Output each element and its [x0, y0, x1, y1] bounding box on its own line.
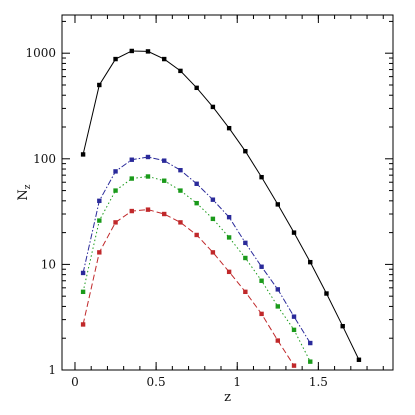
- data-point: [324, 291, 329, 296]
- data-point: [113, 169, 118, 174]
- data-point: [291, 363, 297, 368]
- data-point: [178, 188, 183, 193]
- data-point: [80, 289, 86, 295]
- data-point: [356, 357, 362, 362]
- data-point: [291, 230, 297, 235]
- x-tick-label: 1.5: [309, 375, 328, 389]
- data-point: [243, 240, 248, 246]
- data-point: [194, 200, 199, 206]
- data-point: [194, 232, 199, 238]
- x-tick-label: 0.5: [147, 375, 166, 389]
- data-point: [145, 154, 151, 160]
- data-point: [162, 178, 167, 183]
- series-line: [82, 50, 360, 360]
- data-point: [210, 250, 216, 255]
- series-line: [82, 209, 295, 366]
- data-point: [275, 304, 280, 309]
- data-point: [275, 287, 280, 292]
- data-point: [308, 340, 313, 346]
- axis-ticks: 0 0.5 1 1.5 1 10 100 1000: [25, 15, 393, 389]
- y-axis-title-subscript: z: [23, 184, 33, 189]
- y-tick-label: 10: [41, 257, 56, 271]
- y-tick-label: 1: [48, 363, 56, 377]
- data-point: [259, 174, 264, 180]
- data-point: [97, 250, 102, 255]
- data-point: [97, 198, 102, 204]
- data-point: [226, 214, 232, 220]
- data-point: [243, 289, 248, 295]
- data-point: [194, 181, 199, 186]
- y-tick-label: 100: [33, 152, 56, 166]
- data-point: [178, 220, 183, 225]
- data-point: [259, 264, 264, 269]
- data-point: [97, 218, 102, 223]
- data-point: [80, 322, 86, 327]
- data-point: [145, 174, 151, 179]
- data-point: [178, 68, 183, 74]
- y-axis-title: Nz: [16, 184, 33, 200]
- data-point: [162, 158, 167, 163]
- data-point: [308, 259, 313, 265]
- data-point: [275, 202, 280, 207]
- data-point: [226, 235, 232, 240]
- data-point: [308, 359, 313, 364]
- data-point: [210, 197, 216, 202]
- data-point: [226, 269, 232, 275]
- data-point: [162, 56, 167, 62]
- data-point: [80, 270, 86, 276]
- data-point: [291, 314, 297, 319]
- data-point: [113, 220, 118, 225]
- y-axis-title-main: N: [16, 189, 31, 200]
- data-point: [97, 82, 102, 88]
- data-point: [129, 208, 134, 214]
- data-point: [129, 157, 134, 162]
- data-point: [80, 152, 86, 157]
- data-point: [210, 104, 216, 110]
- data-point: [113, 56, 118, 62]
- series-group: [80, 48, 362, 368]
- data-point: [113, 188, 118, 193]
- y-tick-label: 1000: [25, 46, 56, 60]
- data-point: [259, 311, 264, 317]
- data-point: [178, 167, 183, 173]
- data-point: [162, 211, 167, 217]
- plot-frame: [61, 14, 394, 371]
- data-point: [243, 149, 248, 154]
- data-point: [291, 327, 297, 333]
- data-point: [129, 48, 134, 54]
- data-point: [145, 49, 151, 54]
- data-point: [340, 323, 345, 329]
- data-point: [129, 176, 134, 181]
- data-point: [145, 207, 151, 212]
- x-tick-label: 1: [233, 375, 241, 389]
- data-point: [210, 216, 216, 222]
- x-tick-label: 0: [71, 375, 79, 389]
- x-axis-title: z: [224, 390, 231, 405]
- data-point: [275, 338, 280, 343]
- data-point: [243, 255, 248, 261]
- data-point: [226, 125, 232, 131]
- data-point: [194, 85, 199, 91]
- data-point: [259, 278, 264, 283]
